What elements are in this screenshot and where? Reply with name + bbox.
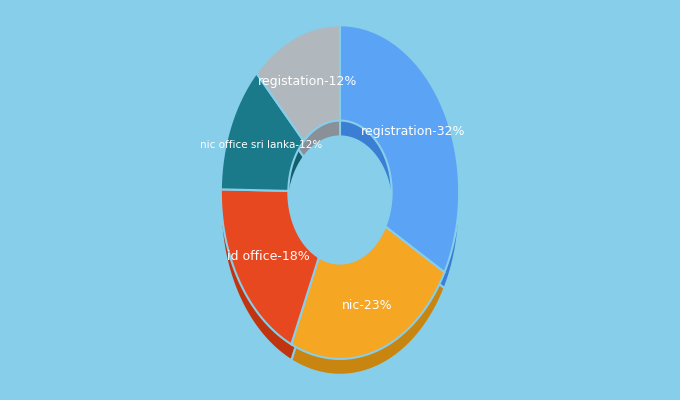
Text: registration-32%: registration-32% <box>361 125 466 138</box>
PathPatch shape <box>221 205 319 360</box>
Text: registation-12%: registation-12% <box>258 75 357 88</box>
PathPatch shape <box>340 25 459 272</box>
PathPatch shape <box>221 89 304 207</box>
PathPatch shape <box>291 242 445 375</box>
PathPatch shape <box>221 73 304 191</box>
Text: nic-23%: nic-23% <box>342 298 392 312</box>
PathPatch shape <box>221 189 319 344</box>
Text: id office-18%: id office-18% <box>226 250 309 262</box>
PathPatch shape <box>256 25 340 141</box>
Text: nic office sri lanka-12%: nic office sri lanka-12% <box>201 140 322 150</box>
PathPatch shape <box>340 41 459 288</box>
PathPatch shape <box>256 41 340 157</box>
PathPatch shape <box>291 226 445 359</box>
